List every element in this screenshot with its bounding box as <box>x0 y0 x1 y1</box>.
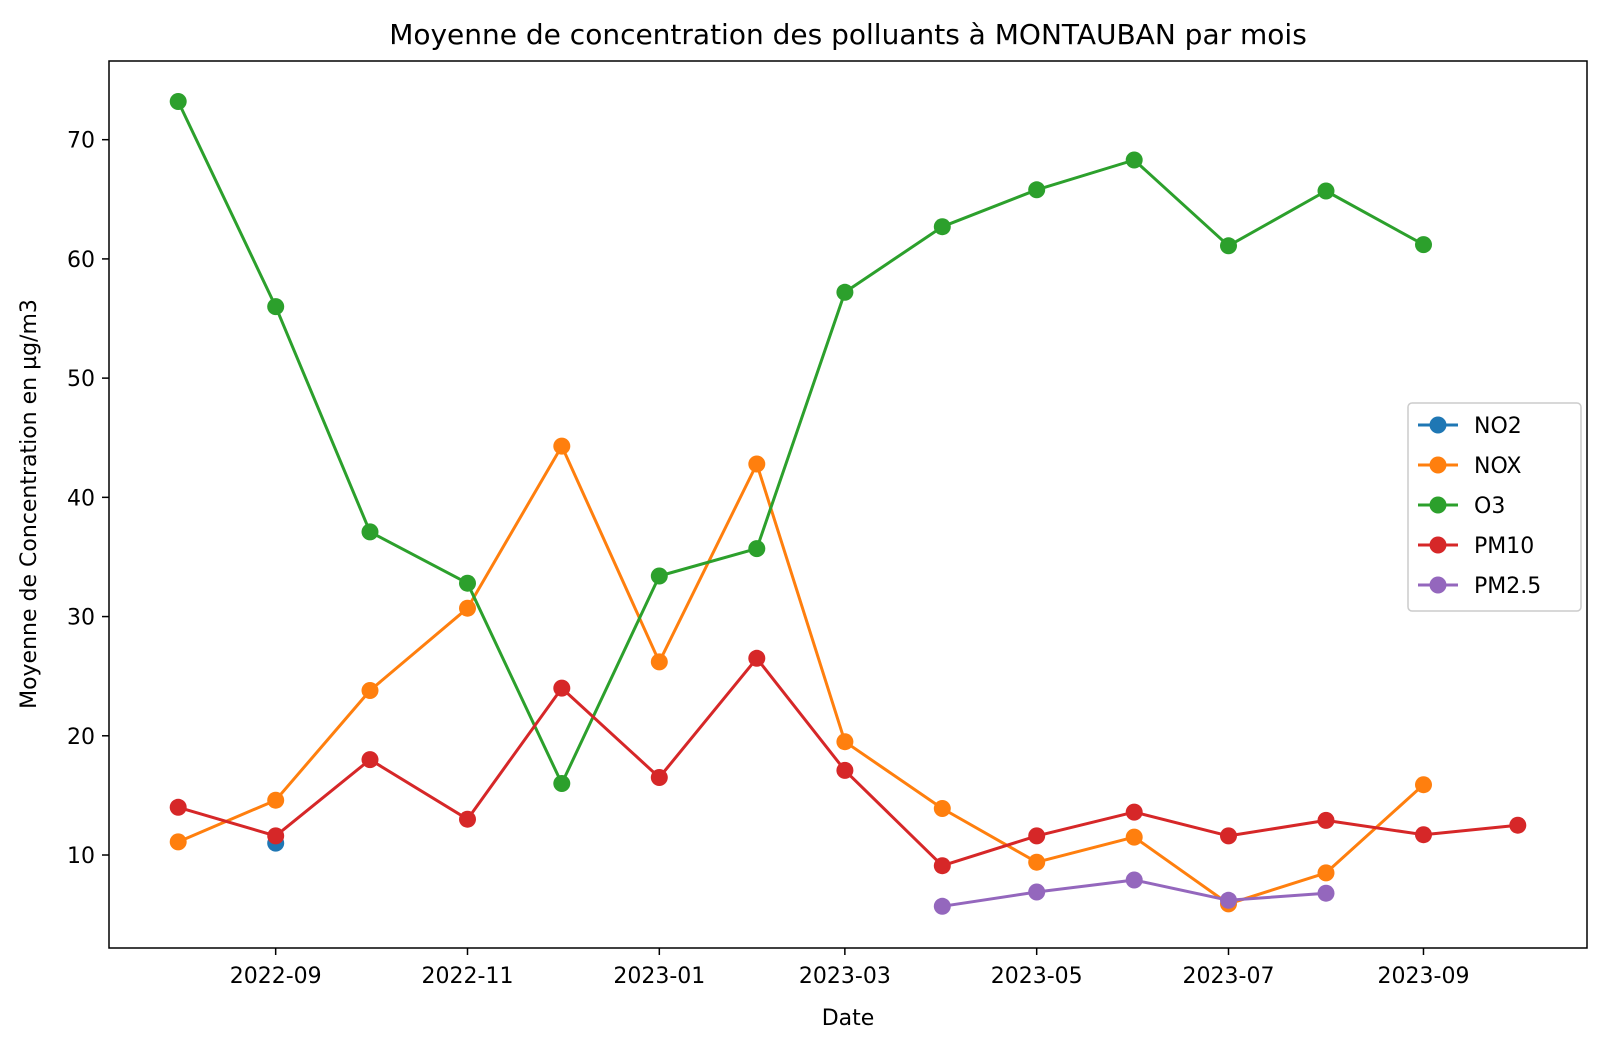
legend-box <box>1407 402 1582 612</box>
data-point-nox <box>650 653 668 671</box>
legend-item-pm10: PM10 <box>1418 534 1534 559</box>
series-line-nox <box>177 444 1425 906</box>
data-point-o3 <box>1415 236 1432 254</box>
data-point-pm10 <box>1125 803 1143 821</box>
y-tick-label: 30 <box>67 606 95 631</box>
data-point-pm10 <box>169 798 187 816</box>
series-line-o3 <box>176 100 1425 785</box>
y-tick-label: 60 <box>67 248 95 273</box>
data-point-nox <box>459 599 476 617</box>
y-tick-label: 50 <box>67 367 95 392</box>
y-tick-label: 20 <box>67 725 95 750</box>
data-point-pm10 <box>836 761 854 779</box>
data-point-pm10 <box>553 679 571 697</box>
series-layer <box>169 93 1527 915</box>
legend-label: O3 <box>1474 494 1505 519</box>
plot-area <box>108 60 1588 949</box>
data-point-o3 <box>459 574 476 592</box>
data-point-o3 <box>361 523 379 541</box>
data-point-o3 <box>748 540 766 558</box>
data-point-nox <box>1028 853 1046 871</box>
data-point-pm25 <box>1220 891 1237 909</box>
x-tick-label: 2022-09 <box>230 964 322 989</box>
data-point-pm25 <box>1317 884 1335 902</box>
legend-label: PM2.5 <box>1474 574 1541 599</box>
data-point-nox <box>361 682 379 699</box>
series-pm10 <box>169 649 1527 875</box>
series-nox <box>169 437 1432 913</box>
data-point-o3 <box>169 93 187 110</box>
x-tick-label: 2023-07 <box>1183 964 1275 989</box>
x-tick-label: 2023-05 <box>991 964 1083 989</box>
legend-swatch-marker <box>1429 416 1447 434</box>
x-axis-label: Date <box>822 1006 875 1031</box>
data-point-o3 <box>1028 181 1046 199</box>
legend-item-o3: O3 <box>1418 494 1505 519</box>
data-point-pm10 <box>361 751 379 769</box>
data-point-pm25 <box>1125 871 1143 889</box>
data-point-pm25 <box>933 897 951 915</box>
y-tick-label: 70 <box>67 129 95 154</box>
x-tick-label: 2023-03 <box>799 964 891 989</box>
data-point-o3 <box>1125 151 1143 169</box>
legend-item-no2: NO2 <box>1418 414 1522 439</box>
data-point-o3 <box>267 298 285 316</box>
data-point-o3 <box>1317 182 1335 200</box>
data-point-o3 <box>553 775 571 792</box>
data-point-pm10 <box>1317 811 1335 829</box>
x-axis: 2022-09 2022-11 2023-01 2023-03 2023-05 2023-… <box>230 948 1470 989</box>
data-point-o3 <box>650 567 668 585</box>
x-tick-label: 2023-09 <box>1378 964 1470 989</box>
data-point-pm10 <box>1509 816 1527 834</box>
legend-item-nox: NOX <box>1418 454 1521 479</box>
y-tick-label: 10 <box>67 844 95 869</box>
data-point-pm10 <box>459 810 476 828</box>
y-tick-label: 40 <box>67 486 95 511</box>
data-point-nox <box>553 437 571 455</box>
legend: NO2 NOX O3 PM10 PM2.5 <box>1407 402 1582 612</box>
data-point-pm10 <box>650 769 668 786</box>
chart-title: Moyenne de concentration des polluants à… <box>389 18 1307 51</box>
data-point-pm10 <box>1028 827 1046 845</box>
data-point-nox <box>1415 776 1432 794</box>
legend-swatch-marker <box>1429 456 1447 474</box>
legend-swatch-marker <box>1429 576 1447 594</box>
legend-swatch-marker <box>1429 536 1447 554</box>
data-point-nox <box>748 455 766 473</box>
data-point-pm25 <box>1028 883 1046 901</box>
data-point-nox <box>267 791 285 809</box>
data-point-pm10 <box>267 827 285 845</box>
data-point-nox <box>836 733 854 751</box>
series-pm25 <box>933 871 1335 915</box>
series-o3 <box>169 93 1432 792</box>
legend-swatch-marker <box>1429 496 1447 514</box>
data-point-nox <box>1125 828 1143 846</box>
y-axis-label: Moyenne de Concentration en µg/m3 <box>17 299 42 709</box>
x-tick-label: 2023-01 <box>613 964 705 989</box>
legend-label: PM10 <box>1474 534 1534 559</box>
data-point-pm10 <box>933 857 951 875</box>
data-point-pm10 <box>1415 826 1432 844</box>
legend-label: NOX <box>1474 454 1521 479</box>
legend-label: NO2 <box>1474 414 1522 439</box>
data-point-o3 <box>1220 237 1237 255</box>
data-point-nox <box>169 833 187 851</box>
data-point-nox <box>933 800 951 817</box>
legend-item-pm25: PM2.5 <box>1418 574 1541 599</box>
data-point-o3 <box>933 218 951 236</box>
data-point-pm10 <box>748 649 766 667</box>
data-point-nox <box>1317 864 1335 882</box>
data-point-pm10 <box>1220 827 1237 845</box>
data-point-o3 <box>836 283 854 301</box>
x-tick-label: 2022-11 <box>422 964 514 989</box>
y-axis: 10 20 30 40 50 60 70 <box>67 129 109 869</box>
